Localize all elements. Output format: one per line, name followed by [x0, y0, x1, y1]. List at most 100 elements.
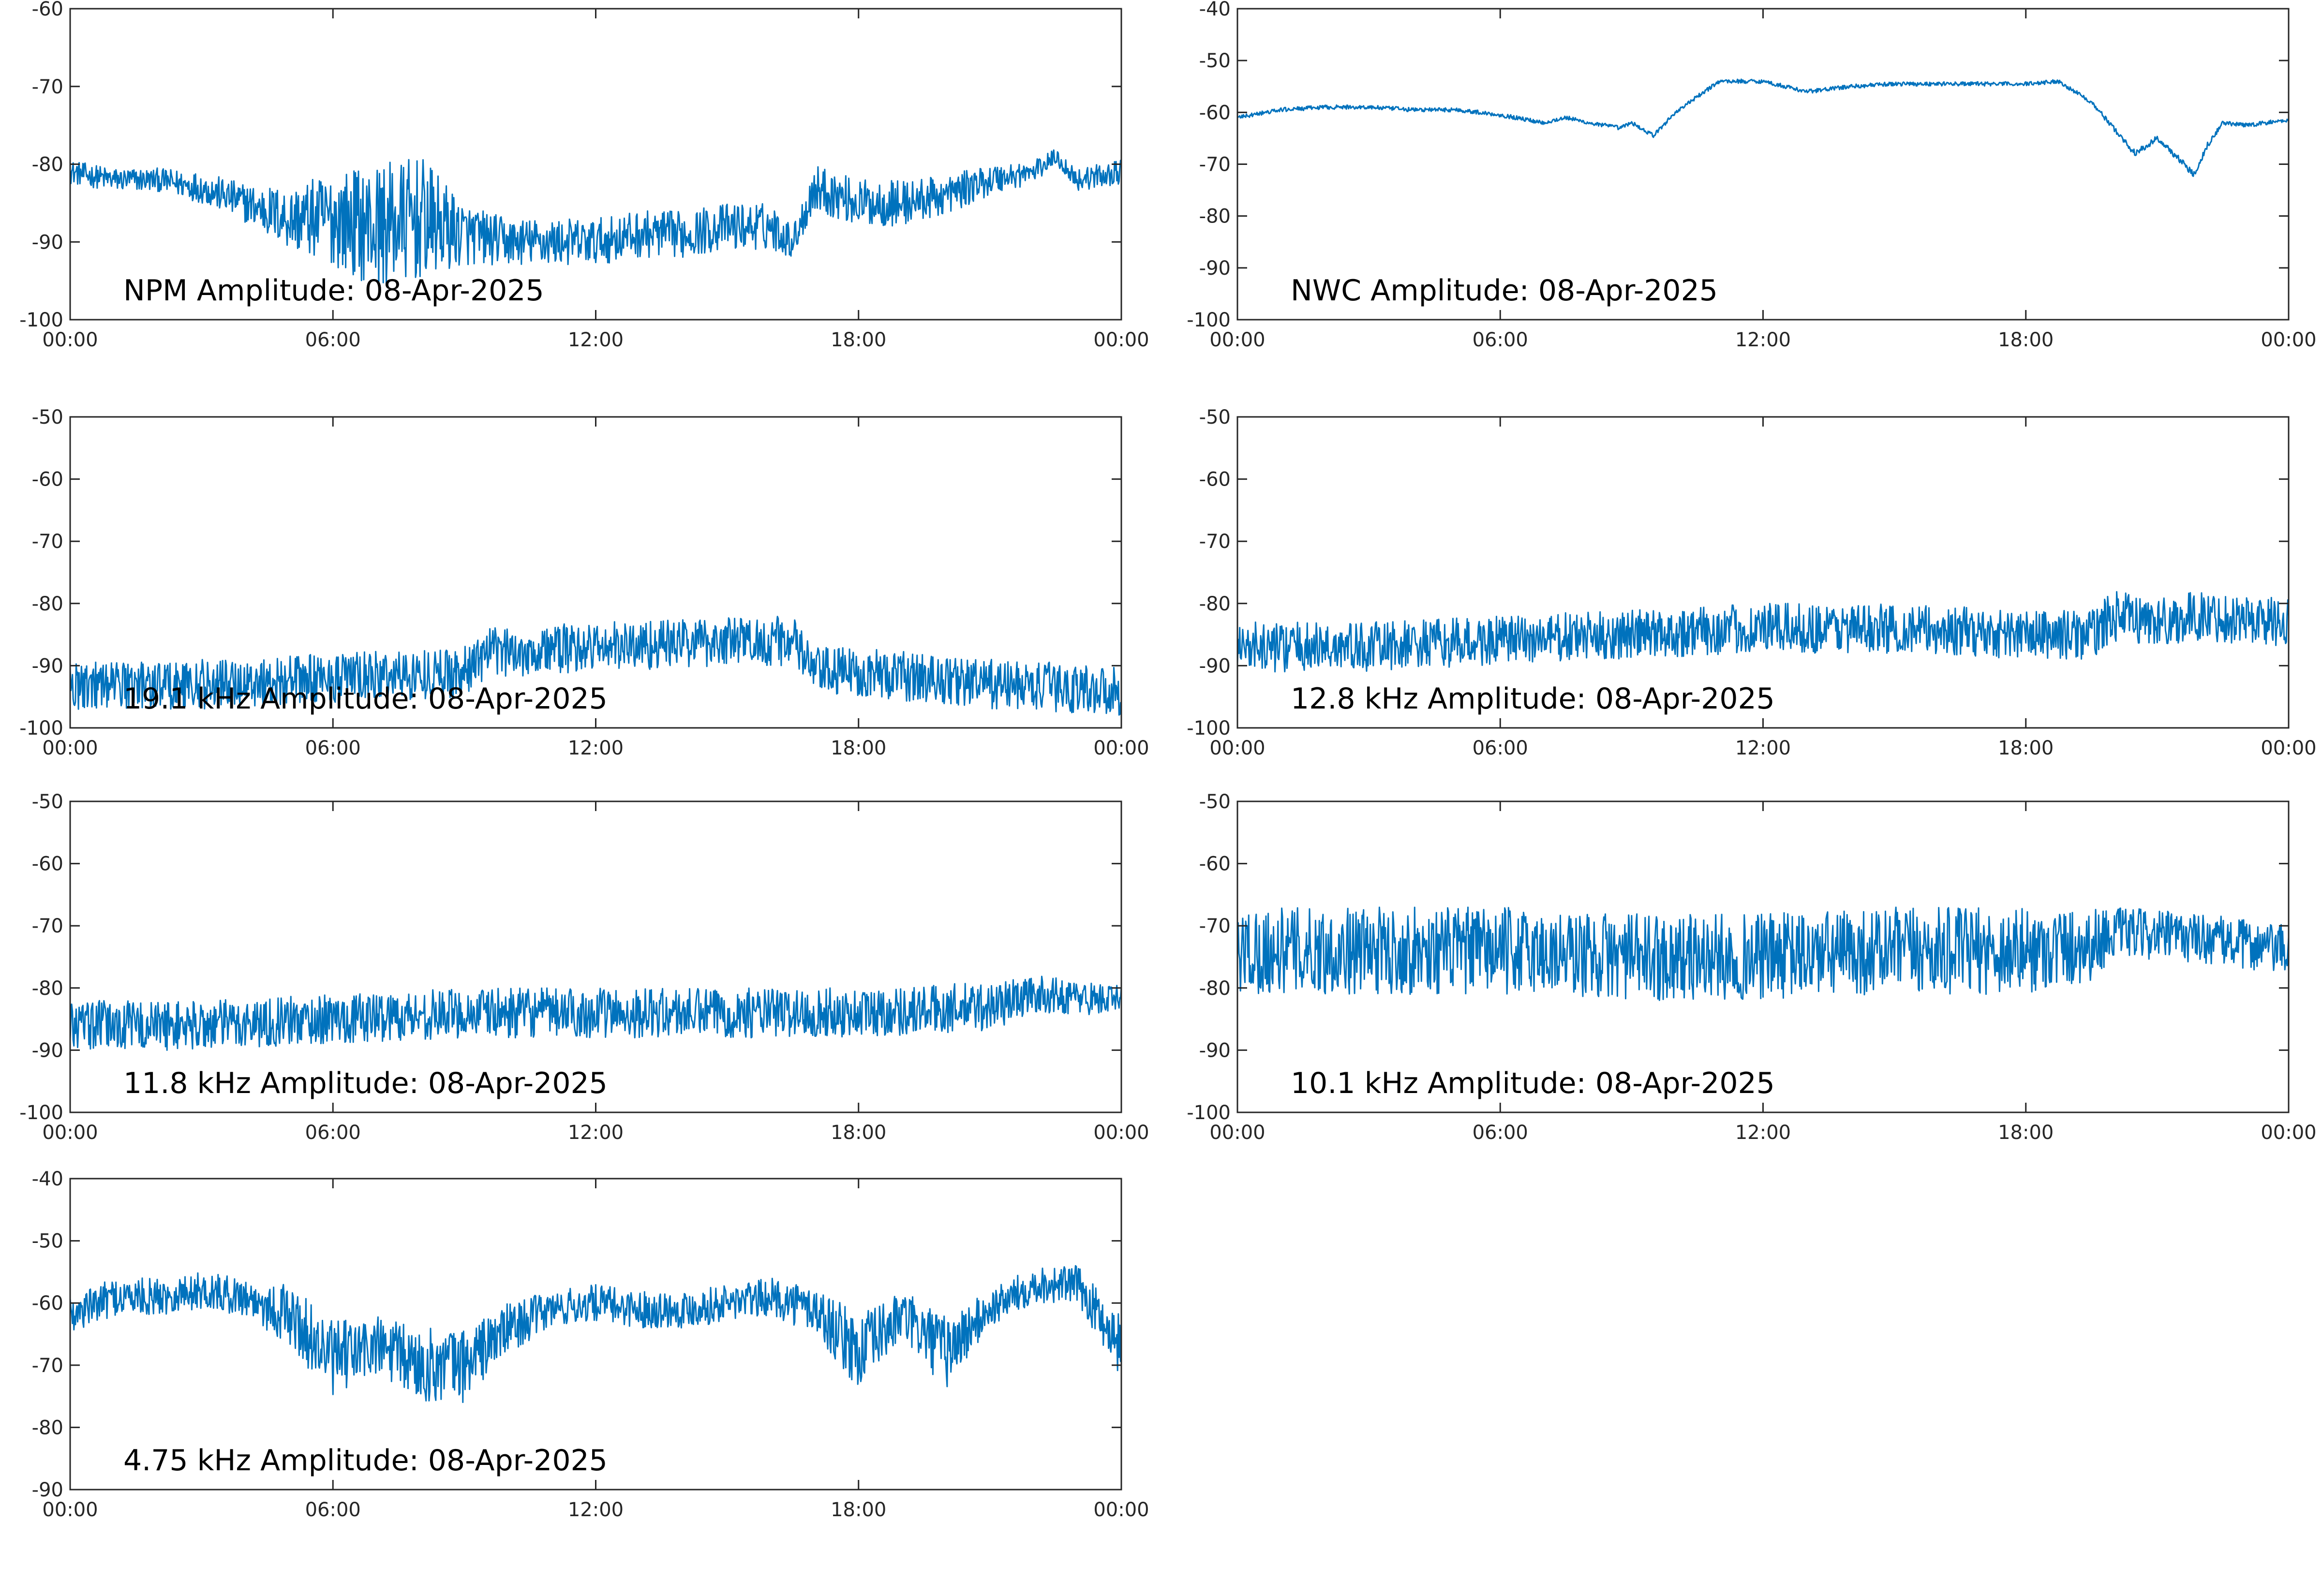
4-75-khz-ticks: 00:00 06:00 12:00 18:00 00:00-90-80-70-60-50… — [32, 1168, 1149, 1521]
12-8-khz-y-tick-label: -70 — [1199, 531, 1231, 553]
nwc-ticks: 00:00 06:00 12:00 18:00 00:00-100-90-80-70-6… — [1187, 0, 2316, 351]
npm-x-tick-label: 00:00 — [1093, 329, 1149, 351]
npm-x-tick-label: 12:00 — [568, 329, 624, 351]
nwc-x-tick-label: 00:00 — [1209, 329, 1265, 351]
npm-y-tick-label: -80 — [32, 154, 63, 176]
4-75-khz-x-tick-label: 06:00 — [305, 1499, 361, 1521]
4-75-khz-y-tick-label: -90 — [32, 1479, 63, 1501]
12-8-khz-y-tick-label: -80 — [1199, 593, 1231, 615]
10-1-khz-y-tick-label: -70 — [1199, 915, 1231, 937]
10-1-khz-ticks: 00:00 06:00 12:00 18:00 00:00-100-90-80-70-6… — [1187, 791, 2316, 1144]
19-1-khz-x-tick-label: 00:00 — [42, 737, 98, 759]
11-8-khz-x-tick-label: 00:00 — [42, 1122, 98, 1144]
4-75-khz-x-tick-label: 00:00 — [42, 1499, 98, 1521]
10-1-khz-y-tick-label: -60 — [1199, 853, 1231, 875]
nwc-y-tick-label: -40 — [1199, 0, 1231, 20]
12-8-khz-x-tick-label: 12:00 — [1735, 737, 1791, 759]
nwc-y-tick-label: -50 — [1199, 50, 1231, 72]
nwc-x-tick-label: 18:00 — [1998, 329, 2054, 351]
10-1-khz-y-tick-label: -90 — [1199, 1039, 1231, 1062]
nwc-x-tick-label: 06:00 — [1473, 329, 1528, 351]
4-75-khz-x-tick-label: 18:00 — [831, 1499, 886, 1521]
nwc-y-tick-label: -70 — [1199, 154, 1231, 176]
nwc-y-tick-label: -90 — [1199, 257, 1231, 280]
19-1-khz-y-tick-label: -70 — [32, 531, 63, 553]
11-8-khz-y-tick-label: -60 — [32, 853, 63, 875]
10-1-khz-x-tick-label: 12:00 — [1735, 1122, 1791, 1144]
4-75-khz-x-tick-label: 12:00 — [568, 1499, 624, 1521]
10-1-khz-amplitude-title: 10.1 kHz Amplitude: 08-Apr-2025 — [1291, 1066, 1775, 1100]
npm-x-tick-label: 18:00 — [831, 329, 886, 351]
10-1-khz-y-tick-label: -100 — [1187, 1102, 1231, 1124]
10-1-khz-x-tick-label: 06:00 — [1473, 1122, 1528, 1144]
11-8-khz-x-tick-label: 00:00 — [1093, 1122, 1149, 1144]
19-1-khz-x-tick-label: 06:00 — [305, 737, 361, 759]
19-1-khz-y-tick-label: -60 — [32, 469, 63, 491]
4-75-khz-y-tick-label: -60 — [32, 1292, 63, 1315]
panel-npm: 00:00 06:00 12:00 18:00 00:00-100-90-80-70-6… — [19, 0, 1149, 351]
11-8-khz-ticks: 00:00 06:00 12:00 18:00 00:00-100-90-80-70-6… — [19, 791, 1149, 1144]
npm-y-tick-label: -70 — [32, 76, 63, 98]
4-75-khz-y-tick-label: -70 — [32, 1355, 63, 1377]
10-1-khz-x-tick-label: 00:00 — [1209, 1122, 1265, 1144]
12-8-khz-y-tick-label: -60 — [1199, 469, 1231, 491]
19-1-khz-amplitude-title: 19.1 kHz Amplitude: 08-Apr-2025 — [123, 682, 608, 716]
npm-x-tick-label: 00:00 — [42, 329, 98, 351]
19-1-khz-x-tick-label: 00:00 — [1093, 737, 1149, 759]
4-75-khz-amplitude-title: 4.75 kHz Amplitude: 08-Apr-2025 — [123, 1444, 608, 1478]
12-8-khz-ticks: 00:00 06:00 12:00 18:00 00:00-100-90-80-70-6… — [1187, 406, 2316, 759]
npm-ticks: 00:00 06:00 12:00 18:00 00:00-100-90-80-70-6… — [19, 0, 1149, 351]
panel-4-75-khz: 00:00 06:00 12:00 18:00 00:00-90-80-70-60-50… — [32, 1168, 1149, 1521]
11-8-khz-x-tick-label: 06:00 — [305, 1122, 361, 1144]
nwc-x-tick-label: 12:00 — [1735, 329, 1791, 351]
4-75-khz-x-tick-label: 00:00 — [1093, 1499, 1149, 1521]
19-1-khz-y-tick-label: -90 — [32, 655, 63, 677]
19-1-khz-amplitude-trace — [69, 616, 1122, 716]
12-8-khz-x-tick-label: 18:00 — [1998, 737, 2054, 759]
11-8-khz-amplitude-title: 11.8 kHz Amplitude: 08-Apr-2025 — [123, 1066, 608, 1100]
npm-x-tick-label: 06:00 — [305, 329, 361, 351]
19-1-khz-y-tick-label: -100 — [19, 717, 63, 739]
11-8-khz-x-tick-label: 12:00 — [568, 1122, 624, 1144]
10-1-khz-y-tick-label: -50 — [1199, 791, 1231, 813]
nwc-y-tick-label: -60 — [1199, 102, 1231, 124]
19-1-khz-y-tick-label: -80 — [32, 593, 63, 615]
panel-19-1-khz: 00:00 06:00 12:00 18:00 00:00-100-90-80-70-6… — [19, 406, 1149, 759]
12-8-khz-y-tick-label: -100 — [1187, 717, 1231, 739]
10-1-khz-y-tick-label: -80 — [1199, 977, 1231, 1000]
12-8-khz-amplitude-trace — [1236, 591, 2290, 673]
nwc-x-tick-label: 00:00 — [2261, 329, 2316, 351]
19-1-khz-y-tick-label: -50 — [32, 406, 63, 429]
nwc-y-tick-label: -80 — [1199, 206, 1231, 228]
4-75-khz-y-tick-label: -80 — [32, 1417, 63, 1439]
npm-y-tick-label: -100 — [19, 309, 63, 331]
10-1-khz-x-tick-label: 00:00 — [2261, 1122, 2316, 1144]
12-8-khz-y-tick-label: -90 — [1199, 655, 1231, 677]
4-75-khz-y-tick-label: -40 — [32, 1168, 63, 1190]
panel-nwc: 00:00 06:00 12:00 18:00 00:00-100-90-80-70-6… — [1187, 0, 2316, 351]
11-8-khz-y-tick-label: -90 — [32, 1039, 63, 1062]
11-8-khz-x-tick-label: 18:00 — [831, 1122, 886, 1144]
panel-10-1-khz: 00:00 06:00 12:00 18:00 00:00-100-90-80-70-6… — [1187, 791, 2316, 1144]
npm-y-tick-label: -60 — [32, 0, 63, 20]
12-8-khz-y-tick-label: -50 — [1199, 406, 1231, 429]
10-1-khz-amplitude-trace — [1236, 906, 2290, 1001]
11-8-khz-y-tick-label: -100 — [19, 1102, 63, 1124]
npm-amplitude-trace — [70, 149, 1122, 287]
npm-y-tick-label: -90 — [32, 231, 63, 253]
19-1-khz-x-tick-label: 18:00 — [831, 737, 886, 759]
12-8-khz-x-tick-label: 06:00 — [1473, 737, 1528, 759]
4-75-khz-y-tick-label: -50 — [32, 1230, 63, 1253]
nwc-amplitude-title: NWC Amplitude: 08-Apr-2025 — [1291, 274, 1718, 308]
12-8-khz-x-tick-label: 00:00 — [2261, 737, 2316, 759]
11-8-khz-y-tick-label: -50 — [32, 791, 63, 813]
10-1-khz-x-tick-label: 18:00 — [1998, 1122, 2054, 1144]
npm-amplitude-title: NPM Amplitude: 08-Apr-2025 — [123, 274, 544, 308]
12-8-khz-amplitude-title: 12.8 kHz Amplitude: 08-Apr-2025 — [1291, 682, 1775, 716]
panel-11-8-khz: 00:00 06:00 12:00 18:00 00:00-100-90-80-70-6… — [19, 791, 1149, 1144]
nwc-y-tick-label: -100 — [1187, 309, 1231, 331]
panel-12-8-khz: 00:00 06:00 12:00 18:00 00:00-100-90-80-70-6… — [1187, 406, 2316, 759]
nwc-amplitude-trace — [1237, 78, 2290, 177]
19-1-khz-ticks: 00:00 06:00 12:00 18:00 00:00-100-90-80-70-6… — [19, 406, 1149, 759]
